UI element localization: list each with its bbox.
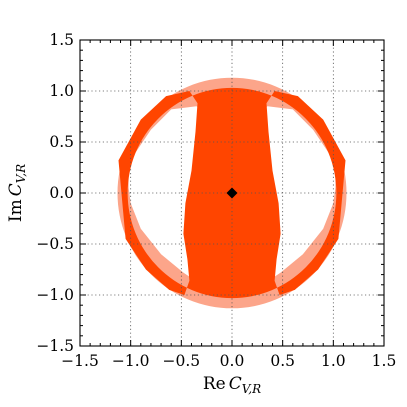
y-axis-label: ImCV,R	[6, 164, 28, 222]
tick-label-layer: −1.5 −1.0 −0.5 0.0 0.5 1.0 1.5 −1.5 −1.0 −0.5 0.0 0…	[36, 31, 396, 370]
y-tick-label: 1.5	[49, 31, 74, 49]
x-tick-label: −1.5	[61, 352, 99, 370]
x-tick-label: −1.0	[112, 352, 150, 370]
y-tick-label: −0.5	[36, 235, 74, 253]
marker-layer	[226, 187, 238, 199]
tick-layer	[79, 39, 385, 347]
x-axis-label: Re CV,R	[203, 374, 261, 396]
x-tick-label: 1.0	[321, 352, 346, 370]
y-tick-label: −1.5	[36, 337, 74, 355]
origin-marker	[226, 187, 238, 199]
x-tick-label: −0.5	[163, 352, 201, 370]
x-tick-label: 1.5	[372, 352, 397, 370]
y-tick-label: 1.0	[49, 82, 74, 100]
x-tick-label: 0.5	[270, 352, 295, 370]
y-tick-label: −1.0	[36, 286, 74, 304]
y-tick-label: 0.5	[49, 133, 74, 151]
x-tick-label: 0.0	[220, 352, 245, 370]
y-tick-label: 0.0	[49, 184, 74, 202]
